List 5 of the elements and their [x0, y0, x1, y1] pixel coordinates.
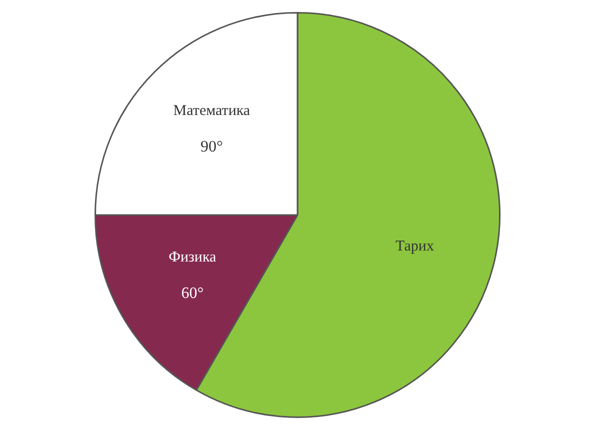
slice-label: Физика [168, 250, 217, 266]
slice-label: Математика [173, 103, 250, 120]
data-label: 90° [200, 138, 223, 156]
data-label: 60° [181, 284, 204, 302]
slice-label: Тарих [395, 238, 434, 254]
